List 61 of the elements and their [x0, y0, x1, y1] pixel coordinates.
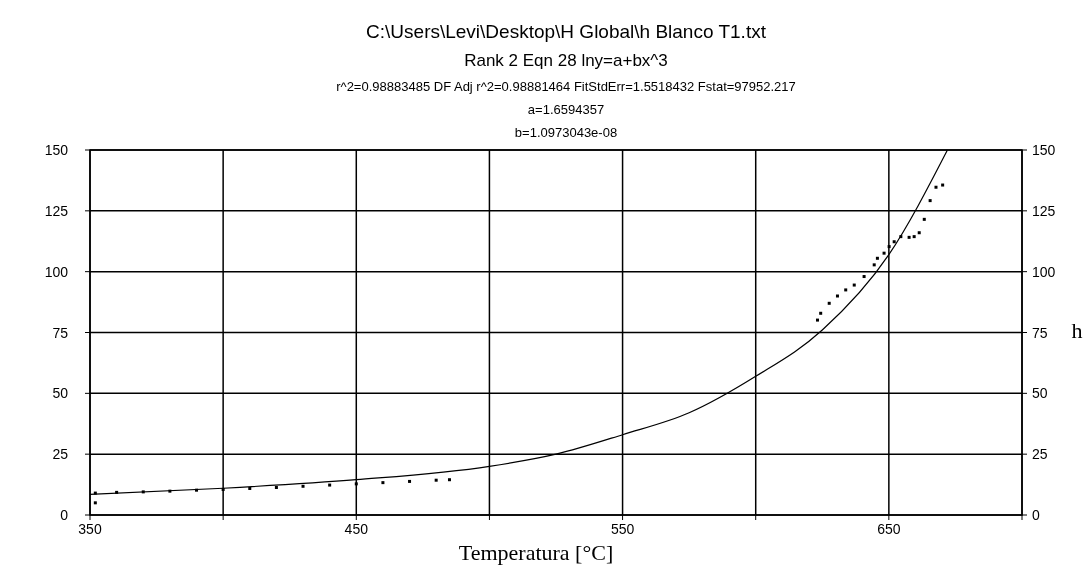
y2-tick-label: 150 [1032, 142, 1056, 158]
point [872, 263, 876, 267]
y-tick-label: 0 [60, 507, 69, 523]
point [882, 251, 886, 255]
point [274, 486, 278, 489]
y2-tick-label: 100 [1032, 263, 1056, 280]
point [141, 490, 145, 494]
text: b=1.0973043e-08 [514, 125, 618, 140]
x-tick-label: 350 [78, 521, 102, 537]
x-tick-label: 450 [344, 521, 369, 537]
y-tick-label: 100 [44, 263, 69, 280]
point [907, 235, 911, 239]
point [892, 240, 896, 244]
point [354, 482, 358, 486]
point [844, 288, 848, 292]
point [447, 478, 451, 482]
y2-tick-label: 50 [1032, 385, 1048, 402]
point [301, 484, 305, 488]
text: a=1.6594357 [527, 102, 605, 117]
point [93, 491, 97, 495]
point [195, 488, 199, 492]
y-tick-label: 25 [52, 446, 69, 463]
point [168, 489, 172, 493]
point [381, 481, 385, 485]
point [835, 294, 839, 298]
point [434, 478, 438, 482]
y2-tick-label: 125 [1032, 202, 1056, 219]
point [852, 283, 856, 287]
point [922, 217, 926, 221]
x-tick-label: 650 [877, 521, 901, 537]
point [248, 486, 252, 490]
point [827, 301, 831, 305]
y2-axis-title: h [1071, 317, 1083, 343]
chart-title: C:\Users\Levi\Desktop\H Global\h Blanco T1.txt [366, 21, 767, 42]
point [93, 501, 97, 505]
point [408, 479, 412, 483]
point [875, 256, 879, 260]
y-tick-label: 150 [44, 142, 69, 158]
point [819, 311, 823, 315]
point [928, 199, 932, 203]
point [815, 318, 819, 322]
point [912, 235, 916, 239]
point [941, 183, 945, 187]
point [115, 490, 119, 494]
x-axis-title: Temperatura [°C] [458, 540, 614, 565]
y2-tick-label: 25 [1032, 446, 1048, 463]
y2-tick-label: 0 [1032, 507, 1040, 523]
point [328, 483, 332, 487]
point [887, 245, 891, 249]
point [862, 275, 866, 279]
y2-tick-label: 75 [1032, 324, 1048, 341]
point [934, 185, 938, 189]
text: r^2=0.98883485 DF Adj r^2=0.98881464 FitStdErr=1.5518432 Fstat=97952.217 [336, 79, 796, 94]
point [917, 231, 921, 235]
point [221, 487, 225, 491]
y-tick-label: 75 [52, 324, 69, 341]
y-tick-label: 50 [52, 385, 69, 402]
x-tick-label: 550 [610, 521, 635, 537]
point [899, 235, 903, 239]
chart-subtitle: Rank 2 Eqn 28 lny=a+bx^3 [464, 51, 668, 70]
y-tick-label: 125 [44, 202, 69, 219]
